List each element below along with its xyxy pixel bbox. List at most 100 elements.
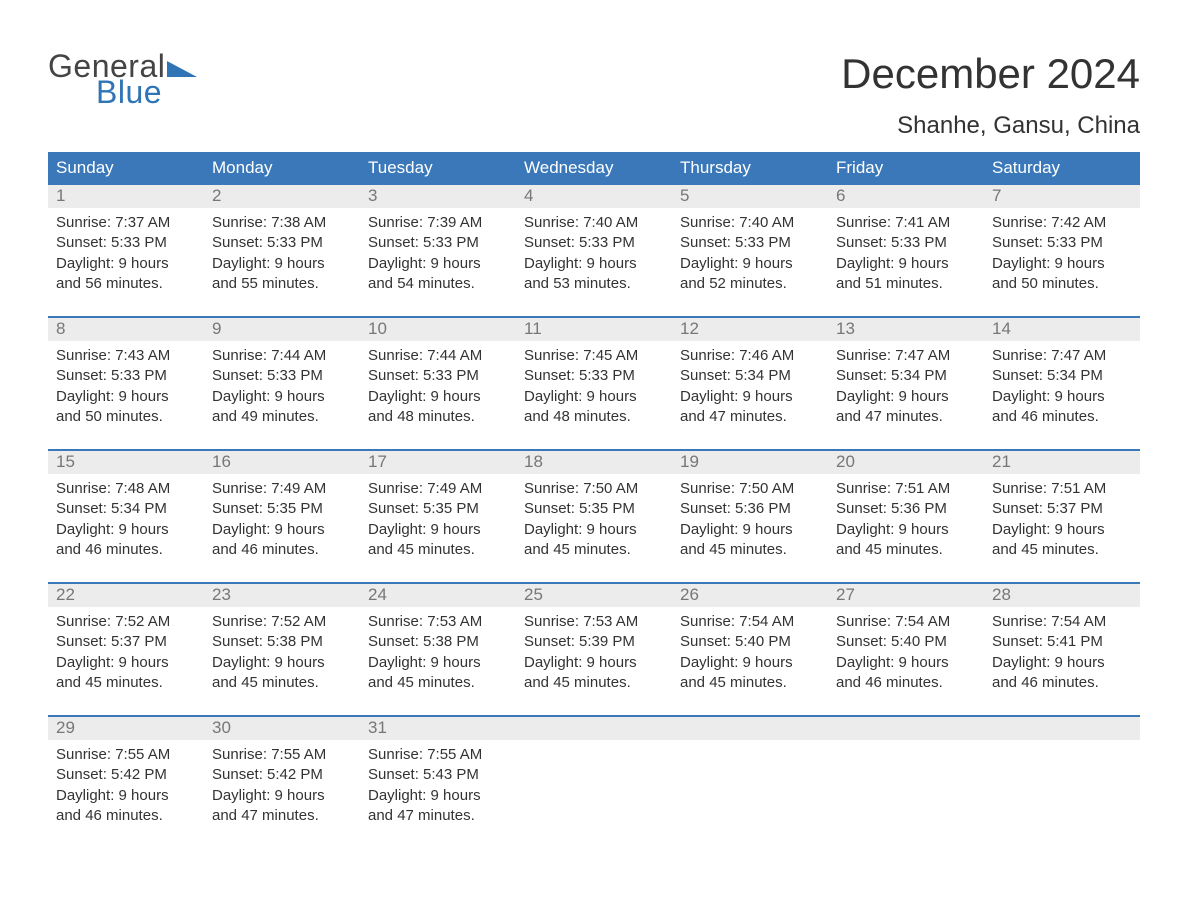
sunrise-label: Sunrise: — [212, 480, 267, 497]
sunrise-value: 7:54 AM — [895, 613, 950, 630]
daylight-label: Daylight: — [680, 654, 738, 671]
detail-row: Sunrise: 7:52 AMSunset: 5:37 PMDaylight:… — [48, 607, 1140, 693]
day-number-empty — [672, 717, 828, 740]
sunset-value: 5:35 PM — [579, 500, 635, 517]
day-detail-8: Sunrise: 7:43 AMSunset: 5:33 PMDaylight:… — [48, 341, 204, 427]
sunrise-value: 7:51 AM — [895, 480, 950, 497]
daynum-row: 22232425262728 — [48, 584, 1140, 607]
week-1: 1234567Sunrise: 7:37 AMSunset: 5:33 PMDa… — [48, 185, 1140, 294]
day-detail-13: Sunrise: 7:47 AMSunset: 5:34 PMDaylight:… — [828, 341, 984, 427]
sunrise-value: 7:44 AM — [271, 347, 326, 364]
sunrise-label: Sunrise: — [212, 613, 267, 630]
daylight-line: Daylight: 9 hours and 47 minutes. — [212, 786, 352, 827]
sunset-value: 5:35 PM — [423, 500, 479, 517]
sunset-label: Sunset: — [680, 500, 731, 517]
day-detail-1: Sunrise: 7:37 AM Sunset: 5:33 PMDaylight:… — [48, 208, 204, 294]
sunrise-label: Sunrise: — [56, 613, 111, 630]
day-number-empty — [828, 717, 984, 740]
daylight-label: Daylight: — [524, 388, 582, 405]
sunrise-label: Sunrise: — [56, 214, 111, 231]
sunset-value: 5:33 PM — [111, 234, 167, 251]
day-number-13: 13 — [828, 318, 984, 341]
sunset-line: Sunset: 5:38 PM — [212, 632, 352, 652]
day-detail-25: Sunrise: 7:53 AMSunset: 5:39 PMDaylight:… — [516, 607, 672, 693]
sunrise-label: Sunrise: — [212, 746, 267, 763]
sunrise-line: Sunrise: 7:51 AM — [992, 479, 1132, 499]
dow-wednesday: Wednesday — [516, 152, 672, 185]
day-number-26: 26 — [672, 584, 828, 607]
sunrise-label: Sunrise: — [56, 347, 111, 364]
daylight-label: Daylight: — [992, 521, 1050, 538]
sunrise-label: Sunrise: — [524, 347, 579, 364]
sunrise-line: Sunrise: 7:40 AM — [680, 213, 820, 233]
sunrise-line: Sunrise: 7:53 AM — [368, 612, 508, 632]
day-number-27: 27 — [828, 584, 984, 607]
sunset-value: 5:36 PM — [735, 500, 791, 517]
day-detail-19: Sunrise: 7:50 AMSunset: 5:36 PMDaylight:… — [672, 474, 828, 560]
sunset-label: Sunset: — [680, 367, 731, 384]
daylight-label: Daylight: — [212, 388, 270, 405]
day-number-23: 23 — [204, 584, 360, 607]
weeks-container: 1234567Sunrise: 7:37 AMSunset: 5:33 PMDa… — [48, 185, 1140, 826]
daylight-line: Daylight: 9 hours and 45 minutes. — [524, 520, 664, 561]
daylight-line: Daylight: 9 hours and 45 minutes. — [524, 653, 664, 694]
detail-row: Sunrise: 7:37 AMSunset: 5:33 PMDaylight:… — [48, 208, 1140, 294]
sunrise-label: Sunrise: — [524, 613, 579, 630]
sunset-label: Sunset: — [56, 367, 107, 384]
sunrise-value: 7:54 AM — [1051, 613, 1106, 630]
day-number-3: 3 — [360, 185, 516, 208]
sunrise-label: Sunrise: — [992, 613, 1047, 630]
day-number-empty — [984, 717, 1140, 740]
sunset-label: Sunset: — [524, 367, 575, 384]
sunrise-label: Sunrise: — [56, 480, 111, 497]
sunrise-label: Sunrise: — [836, 480, 891, 497]
sunrise-line: Sunrise: 7:54 AM — [836, 612, 976, 632]
sunrise-line: Sunrise: 7:49 AM — [212, 479, 352, 499]
day-detail-9: Sunrise: 7:44 AMSunset: 5:33 PMDaylight:… — [204, 341, 360, 427]
sunrise-line: Sunrise: 7:46 AM — [680, 346, 820, 366]
sunrise-label: Sunrise: — [368, 214, 423, 231]
sunrise-value: 7:55 AM — [271, 746, 326, 763]
sunrise-line: Sunrise: 7:45 AM — [524, 346, 664, 366]
daylight-label: Daylight: — [368, 388, 426, 405]
header: General Blue December 2024 Shanhe, Gansu… — [48, 50, 1140, 140]
month-title: December 2024 — [841, 50, 1140, 98]
daylight-label: Daylight: — [56, 521, 114, 538]
sunset-value: 5:38 PM — [423, 633, 479, 650]
day-detail-6: Sunrise: 7:41 AMSunset: 5:33 PMDaylight:… — [828, 208, 984, 294]
sunset-label: Sunset: — [992, 500, 1043, 517]
sunrise-label: Sunrise: — [56, 746, 111, 763]
sunrise-value: 7:37 AM — [115, 214, 170, 231]
daylight-line: Daylight: 9 hours and 48 minutes. — [368, 387, 508, 428]
sunset-label: Sunset: — [368, 500, 419, 517]
dow-thursday: Thursday — [672, 152, 828, 185]
day-detail-11: Sunrise: 7:45 AMSunset: 5:33 PMDaylight:… — [516, 341, 672, 427]
day-number-25: 25 — [516, 584, 672, 607]
sunrise-value: 7:47 AM — [1051, 347, 1106, 364]
sunset-value: 5:40 PM — [891, 633, 947, 650]
sunrise-value: 7:54 AM — [739, 613, 794, 630]
sunset-line: Sunset: 5:33 PM — [524, 233, 664, 253]
sunrise-value: 7:53 AM — [583, 613, 638, 630]
daylight-line: Daylight: 9 hours and 56 minutes. — [56, 254, 196, 295]
sunset-line: Sunset: 5:34 PM — [992, 366, 1132, 386]
sunset-label: Sunset: — [836, 367, 887, 384]
sunset-value: 5:39 PM — [579, 633, 635, 650]
sunrise-value: 7:42 AM — [1051, 214, 1106, 231]
day-detail-10: Sunrise: 7:44 AMSunset: 5:33 PMDaylight:… — [360, 341, 516, 427]
day-number-5: 5 — [672, 185, 828, 208]
dow-monday: Monday — [204, 152, 360, 185]
day-number-15: 15 — [48, 451, 204, 474]
sunset-value: 5:43 PM — [423, 766, 479, 783]
day-number-22: 22 — [48, 584, 204, 607]
sunset-value: 5:42 PM — [267, 766, 323, 783]
sunrise-line: Sunrise: 7:54 AM — [992, 612, 1132, 632]
sunset-line: Sunset: 5:35 PM — [524, 499, 664, 519]
daylight-label: Daylight: — [992, 654, 1050, 671]
daylight-label: Daylight: — [212, 654, 270, 671]
sunrise-value: 7:49 AM — [271, 480, 326, 497]
daylight-label: Daylight: — [368, 521, 426, 538]
sunrise-value: 7:52 AM — [115, 613, 170, 630]
sunset-line: Sunset: 5:33 PM — [56, 233, 196, 253]
sunset-label: Sunset: — [212, 234, 263, 251]
